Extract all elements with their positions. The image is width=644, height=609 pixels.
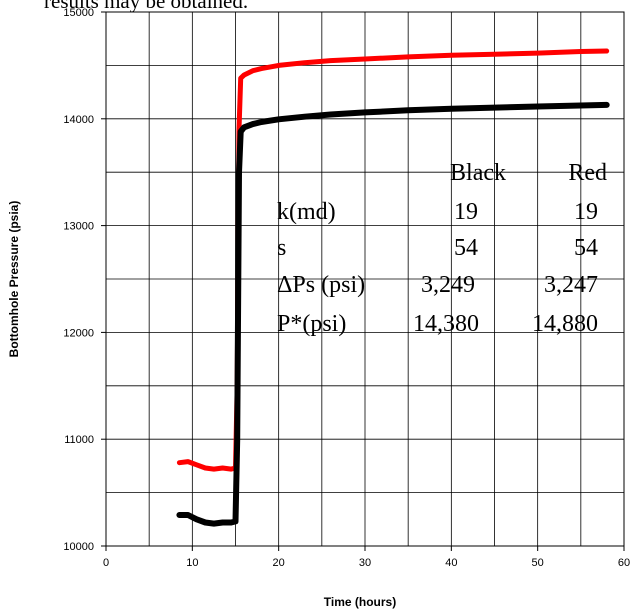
series-line-red — [176, 48, 610, 472]
table-header-red: Red — [568, 160, 607, 186]
x-tick-label: 40 — [445, 557, 457, 569]
table-row-label: k(md) — [277, 199, 336, 225]
y-tick-label: 10000 — [63, 541, 94, 553]
x-tick-label: 20 — [273, 557, 285, 569]
top-caption: results may be obtained. — [44, 0, 249, 13]
x-tick-label: 10 — [186, 557, 198, 569]
series-line-black — [176, 101, 610, 527]
table-cell-red: 14,880 — [532, 311, 598, 337]
table-cell-black: 14,380 — [413, 311, 479, 337]
table-row-label: P*(psi) — [277, 311, 346, 337]
axis-ticks: 0 10 20 30 40 50 60 10000 11000 12000 13000 14000 15… — [63, 7, 630, 569]
x-tick-label: 0 — [103, 557, 109, 569]
y-tick-label: 11000 — [64, 434, 94, 446]
table-row-label: s — [277, 235, 286, 261]
y-tick-label: 13000 — [63, 221, 94, 233]
series-group — [176, 48, 610, 527]
y-tick-label: 15000 — [63, 7, 94, 19]
y-tick-label: 14000 — [63, 114, 94, 126]
x-tick-label: 30 — [359, 557, 371, 569]
table-cell-red: 19 — [574, 199, 598, 225]
table-cell-black: 54 — [454, 235, 478, 261]
x-tick-label: 60 — [618, 557, 630, 569]
y-axis-title: Bottomhole Pressure (psia) — [7, 201, 21, 358]
table-cell-black: 3,249 — [421, 272, 475, 298]
x-tick-label: 50 — [532, 557, 544, 569]
table-header-black: Black — [450, 160, 506, 186]
table-row-label: ΔPs (psi) — [277, 272, 365, 298]
grid — [106, 12, 624, 546]
table-cell-black: 19 — [454, 199, 478, 225]
table-cell-red: 54 — [574, 235, 598, 261]
results-table: Black Red k(md) 19 19 s 54 54 ΔPs (psi) … — [277, 160, 607, 337]
y-tick-label: 12000 — [63, 327, 94, 339]
table-cell-red: 3,247 — [544, 272, 598, 298]
x-axis-title: Time (hours) — [324, 595, 396, 609]
